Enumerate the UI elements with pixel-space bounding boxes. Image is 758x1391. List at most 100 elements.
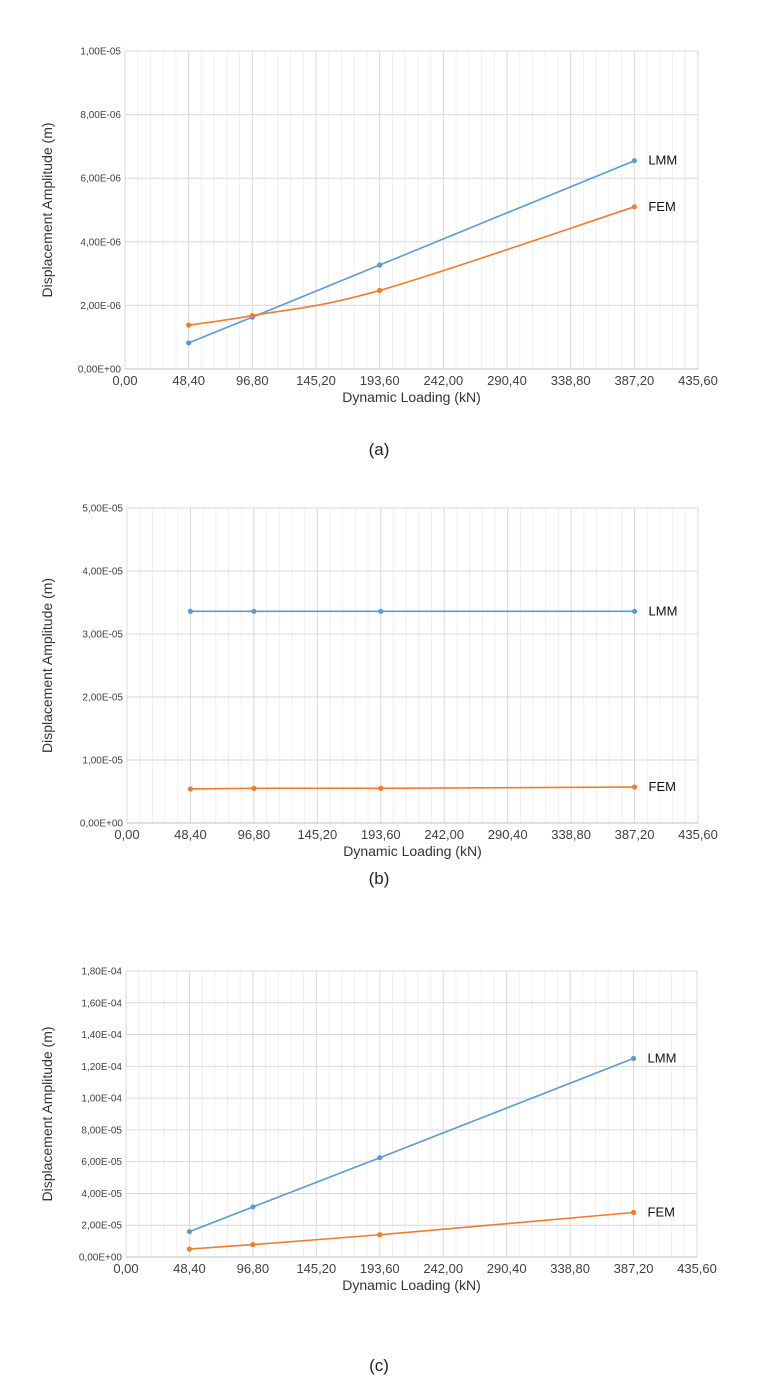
chart-a: 0,00E+00 2,00E-06 4,00E-06 6,00E-06 8,00E-06… [39, 47, 718, 406]
lmm-data-point [187, 608, 194, 614]
x-tick-label: 96,80 [237, 1261, 270, 1276]
y-tick-label: 8,00E-05 [81, 1125, 122, 1136]
chart-panel-c: 0,00E+00 2,00E-05 4,00E-05 6,00E-05 8,00E-05… [0, 910, 758, 1391]
x-tick-label: 338,80 [550, 1261, 590, 1276]
fem-data-point [186, 1246, 193, 1252]
lmm-data-point [186, 1228, 193, 1235]
lmm-series-label: LMM [648, 1050, 677, 1065]
fem-data-point [631, 784, 638, 790]
y-tick-label: 8,00E-06 [80, 110, 121, 121]
y-tick-label: 1,20E-04 [81, 1062, 122, 1073]
fem-data-point [250, 1242, 256, 1248]
x-tick-label: 0,00 [112, 373, 137, 388]
chart-panel-a: 0,00E+00 2,00E-06 4,00E-06 6,00E-06 8,00E-06… [0, 0, 758, 470]
y-axis-title: Displacement Amplitude (m) [39, 122, 55, 297]
x-tick-label: 387,20 [614, 1261, 654, 1276]
lmm-data-point [251, 608, 257, 614]
y-tick-label: 1,00E-05 [80, 47, 121, 58]
fem-data-point [378, 785, 384, 791]
chart-b: 0,00E+00 1,00E-05 2,00E-05 3,00E-05 4,00E-05… [39, 504, 718, 860]
x-tick-label: 48,40 [172, 373, 205, 388]
y-axis-title: Displacement Amplitude (m) [39, 1026, 55, 1201]
fem-series-line [189, 1211, 634, 1250]
y-tick-label: 2,00E-05 [82, 693, 123, 704]
chart-caption-a: (a) [368, 440, 390, 459]
x-axis-title: Dynamic Loading (kN) [342, 389, 481, 405]
y-tick-label: 0,00E+00 [79, 1253, 123, 1264]
fem-series-line [190, 786, 635, 790]
x-tick-label: 145,20 [297, 827, 337, 842]
plot-area [124, 50, 699, 370]
x-tick-label: 96,80 [238, 827, 271, 842]
fem-data-point [631, 204, 637, 210]
lmm-series-label: LMM [648, 153, 677, 168]
y-tick-label: 4,00E-06 [80, 237, 121, 248]
fem-data-point [630, 1209, 637, 1216]
x-tick-label: 387,20 [614, 373, 654, 388]
fem-data-point [377, 1232, 383, 1238]
x-tick-label: 435,60 [678, 827, 718, 842]
x-tick-label: 96,80 [236, 373, 269, 388]
x-tick-label: 435,60 [677, 1261, 717, 1276]
x-axis-title: Dynamic Loading (kN) [342, 1277, 481, 1293]
fem-series-label: FEM [648, 199, 675, 214]
fem-data-point [249, 312, 255, 319]
y-tick-label: 2,00E-05 [81, 1221, 122, 1232]
x-tick-label: 242,00 [423, 1261, 463, 1276]
x-tick-label: 290,40 [487, 373, 527, 388]
chart-caption-c: (c) [369, 1356, 389, 1375]
chart-panel-b: 0,00E+00 1,00E-05 2,00E-05 3,00E-05 4,00E-05… [0, 470, 758, 910]
lmm-data-point [378, 608, 384, 614]
x-tick-label: 0,00 [113, 1261, 138, 1276]
y-tick-label: 1,00E-05 [82, 756, 123, 767]
x-tick-label: 48,40 [173, 1261, 206, 1276]
lmm-series-line [188, 159, 635, 344]
x-tick-label: 290,40 [487, 1261, 527, 1276]
x-tick-label: 193,60 [361, 827, 401, 842]
lmm-data-point [631, 158, 637, 164]
y-tick-label: 5,00E-05 [82, 504, 123, 515]
x-tick-label: 338,80 [551, 827, 591, 842]
lmm-data-point [631, 608, 638, 614]
x-tick-label: 290,40 [488, 827, 528, 842]
x-tick-label: 145,20 [296, 1261, 336, 1276]
x-tick-label: 0,00 [114, 827, 139, 842]
lmm-data-point [250, 1204, 256, 1210]
lmm-data-point [377, 1155, 383, 1161]
y-tick-label: 0,00E+00 [80, 819, 124, 830]
y-tick-label: 6,00E-05 [81, 1157, 122, 1168]
y-tick-label: 4,00E-05 [81, 1189, 122, 1200]
y-tick-label: 1,80E-04 [81, 967, 122, 978]
fem-data-point [377, 287, 383, 294]
x-tick-label: 48,40 [174, 827, 207, 842]
fem-data-point [186, 322, 192, 328]
lmm-series-label: LMM [649, 603, 678, 618]
x-tick-label: 193,60 [360, 373, 400, 388]
y-tick-label: 1,40E-04 [81, 1030, 122, 1041]
x-tick-label: 387,20 [615, 827, 655, 842]
chart-caption-b: (b) [368, 869, 390, 888]
y-tick-label: 1,00E-04 [81, 1094, 122, 1105]
x-tick-label: 435,60 [678, 373, 718, 388]
fem-series-label: FEM [649, 779, 676, 794]
y-tick-label: 2,00E-06 [80, 301, 121, 312]
x-tick-label: 242,00 [423, 373, 463, 388]
plot-area [126, 507, 699, 824]
lmm-data-point [377, 262, 383, 268]
y-tick-label: 0,00E+00 [78, 365, 122, 376]
y-axis-title: Displacement Amplitude (m) [39, 578, 55, 753]
lmm-data-point [186, 340, 192, 346]
chart-c: 0,00E+00 2,00E-05 4,00E-05 6,00E-05 8,00E-05… [39, 967, 717, 1294]
x-tick-label: 242,00 [424, 827, 464, 842]
y-tick-label: 6,00E-06 [80, 174, 121, 185]
fem-series-label: FEM [648, 1205, 675, 1220]
lmm-data-point [630, 1055, 637, 1061]
fem-data-point [187, 786, 194, 792]
x-tick-label: 145,20 [296, 373, 336, 388]
x-axis-title: Dynamic Loading (kN) [343, 843, 482, 859]
fem-series-line [188, 206, 635, 326]
fem-data-point [251, 785, 257, 791]
plot-area [125, 970, 698, 1258]
y-tick-label: 4,00E-05 [82, 567, 123, 578]
lmm-series-line [189, 1057, 634, 1233]
